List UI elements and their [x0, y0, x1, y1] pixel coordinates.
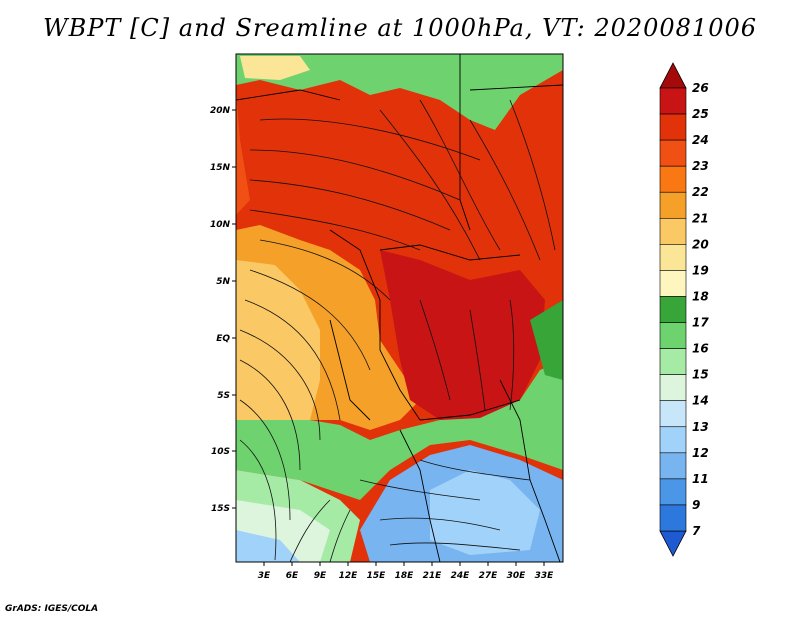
- colorbar-box: [659, 348, 687, 375]
- colorbar-label: 22: [692, 185, 709, 199]
- colorbar-box: [659, 87, 687, 115]
- lat-label-15n: 15N: [210, 163, 231, 173]
- colorbar-label: 15: [692, 368, 709, 382]
- colorbar-box: [659, 452, 687, 480]
- colorbar-label: 24: [692, 133, 709, 147]
- colorbar-label: 13: [692, 420, 709, 434]
- colorbar-box: [659, 139, 687, 167]
- north-yellow-patch: [240, 56, 310, 80]
- southwest-blue-zone: [236, 530, 300, 562]
- colorbar-label: 11: [692, 472, 709, 486]
- colorbar-label: 9: [692, 498, 700, 512]
- colorbar-box: [659, 296, 687, 323]
- colorbar-box: [659, 217, 687, 245]
- colorbar-label: 16: [692, 342, 709, 356]
- south-green-zone: [236, 360, 563, 500]
- lon-label-15e: 15E: [367, 571, 387, 581]
- lon-label-24e: 24E: [451, 571, 471, 581]
- lon-label-27e: 27E: [479, 571, 499, 581]
- colorbar-bottom-arrow: [659, 530, 687, 557]
- latitude-axis: 20N 15N 10N 5N EQ 5S 10S 15S: [210, 106, 236, 514]
- grads-credit: GrADS: IGES/COLA: [5, 604, 99, 614]
- lon-label-30e: 30E: [507, 571, 527, 581]
- map-frame: [235, 53, 564, 563]
- colorbar-label: 21: [692, 211, 709, 225]
- colorbar-top-arrow: [659, 62, 687, 89]
- lat-label-10s: 10S: [211, 447, 230, 457]
- colorbar-boxes: [659, 87, 687, 532]
- country-borders: [236, 54, 563, 562]
- colorbar-label: 17: [692, 316, 709, 330]
- lat-label-10n: 10N: [210, 220, 231, 230]
- lon-label-9e: 9E: [314, 571, 327, 581]
- colorbar-label: 26: [692, 81, 709, 95]
- west-yellow-zone: [236, 260, 320, 420]
- longitude-axis: 3E 6E 9E 12E 15E 18E 21E 24E 27E 30E 33E: [258, 562, 554, 581]
- south-lightblue-zone: [430, 470, 540, 555]
- colorbar-box: [659, 322, 687, 349]
- west-edge-zone: [236, 90, 250, 215]
- lat-label-5s: 5S: [217, 391, 230, 401]
- lon-label-12e: 12E: [339, 571, 359, 581]
- chart-title: WBPT [C] and Sreamline at 1000hPa, VT: 2…: [42, 14, 758, 42]
- lon-label-18e: 18E: [395, 571, 415, 581]
- north-green-zone: [236, 54, 563, 130]
- colorbar-box: [659, 270, 687, 297]
- lat-label-5n: 5N: [216, 277, 230, 287]
- colorbar-labels: 26 25 24 23 22 21 20 19 18 17 16 15 14 13 12 11 9 7: [692, 81, 709, 538]
- colorbar-box: [659, 165, 687, 193]
- colorbar-label: 19: [692, 263, 709, 277]
- colorbar-box: [659, 244, 687, 271]
- colorbar-box: [659, 504, 687, 532]
- colorbar-box: [659, 113, 687, 141]
- lon-label-3e: 3E: [258, 571, 271, 581]
- colorbar-box: [659, 400, 687, 428]
- lat-label-15s: 15S: [211, 504, 230, 514]
- lon-label-21e: 21E: [423, 571, 443, 581]
- colorbar: 26 25 24 23 22 21 20 19 18 17 16 15 14 13 12 11 9 7: [659, 62, 709, 557]
- lon-label-33e: 33E: [535, 571, 555, 581]
- colorbar-box: [659, 478, 687, 506]
- streamlines: [239, 99, 556, 562]
- lat-label-eq: EQ: [216, 334, 230, 344]
- colorbar-label: 18: [692, 289, 709, 303]
- colorbar-box: [659, 374, 687, 402]
- colorbar-label: 25: [692, 107, 709, 121]
- lat-label-20n: 20N: [210, 106, 231, 116]
- lon-label-6e: 6E: [286, 571, 299, 581]
- wbpt-field: [236, 54, 563, 562]
- colorbar-label: 12: [692, 446, 709, 460]
- east-green-patch: [530, 300, 563, 380]
- colorbar-box: [659, 426, 687, 454]
- colorbar-label: 20: [692, 237, 709, 251]
- central-red-core: [380, 250, 545, 420]
- colorbar-label: 23: [692, 159, 709, 173]
- colorbar-label: 7: [692, 524, 701, 538]
- colorbar-box: [659, 191, 687, 219]
- colorbar-label: 14: [692, 394, 709, 408]
